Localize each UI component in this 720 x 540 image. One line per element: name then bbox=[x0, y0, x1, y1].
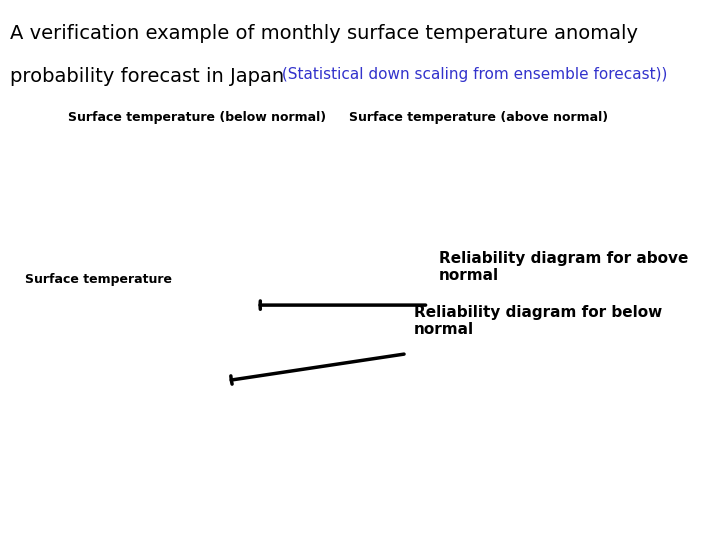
Text: probability forecast in Japan: probability forecast in Japan bbox=[10, 68, 284, 86]
Text: Surface temperature (above normal): Surface temperature (above normal) bbox=[349, 111, 608, 124]
Text: Surface temperature: Surface temperature bbox=[25, 273, 172, 286]
Text: (Statistical down scaling from ensemble forecast)): (Statistical down scaling from ensemble … bbox=[277, 68, 667, 83]
Text: Surface temperature (below normal): Surface temperature (below normal) bbox=[68, 111, 327, 124]
Text: A verification example of monthly surface temperature anomaly: A verification example of monthly surfac… bbox=[10, 24, 638, 43]
Text: Reliability diagram for below
normal: Reliability diagram for below normal bbox=[414, 305, 662, 338]
Text: Reliability diagram for above
normal: Reliability diagram for above normal bbox=[439, 251, 688, 284]
